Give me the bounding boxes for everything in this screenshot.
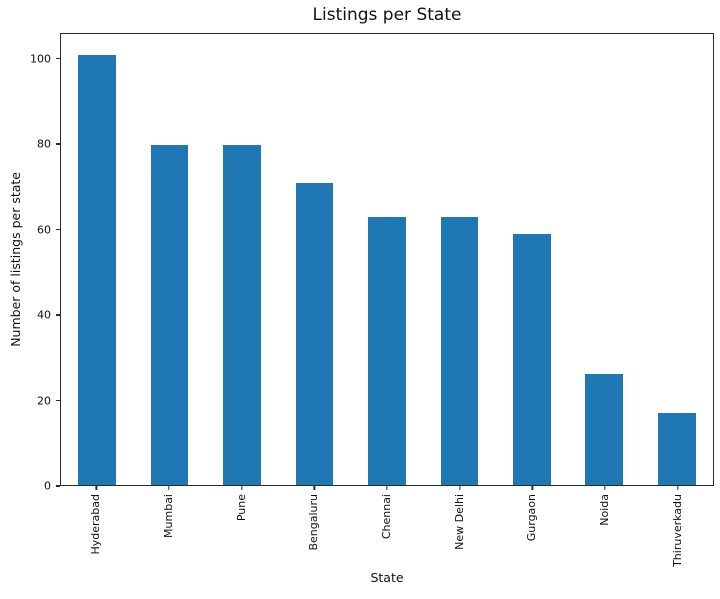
y-tick-mark-20 [56,399,60,402]
x-tick-mark-chennai [386,486,388,490]
bar-hyderabad [78,55,117,485]
bar-slot-chennai [351,34,423,485]
x-tick-label-noida: Noida [597,494,611,526]
y-tick-mark-60 [56,228,60,231]
bar-slot-pune [206,34,278,485]
x-tick-mark-new-delhi [459,486,461,490]
y-tick-mark-100 [56,58,60,60]
bar-thiruverkadu [657,412,696,485]
x-tick-mark-mumbai [168,486,170,490]
x-tick-label-gurgaon: Gurgaon [525,494,539,542]
x-tick-labels: Hyderabad Mumbai Pune Bengaluru Chennai New D… [60,494,714,574]
bars-container [61,34,713,485]
bar-slot-gurgaon [496,34,568,485]
y-tick-label-0: 0 [44,479,51,493]
x-tick-label-new-delhi: New Delhi [452,494,466,550]
y-tick-label-100: 100 [30,52,51,66]
x-tick-label-pune: Pune [234,494,248,522]
x-tick-label-thiruverkadu: Thiruverkadu [670,494,684,567]
y-tick-label-20: 20 [37,394,51,408]
x-tick-mark-noida [604,486,606,490]
bar-new-delhi [440,216,479,485]
x-tick-label-hyderabad: Hyderabad [89,494,103,555]
y-tick-label-80: 80 [37,137,51,151]
bar-gurgaon [513,233,551,485]
y-tick-label-60: 60 [37,223,51,237]
plot-area [60,33,714,486]
x-axis [60,486,714,492]
x-tick-label-chennai: Chennai [379,494,393,540]
chart-title: Listings per State [312,5,462,25]
y-tick-mark-80 [56,143,60,145]
y-tick-mark-40 [56,314,60,316]
x-tick-mark-hyderabad [95,486,97,490]
x-axis-label: State [370,570,404,585]
bar-slot-mumbai [133,34,205,485]
bar-slot-new-delhi [423,34,495,485]
x-tick-label-mumbai: Mumbai [161,494,175,538]
bar-pune [223,144,261,485]
y-tick-mark-0 [56,485,60,487]
x-tick-mark-gurgaon [531,486,533,490]
bar-bengaluru [295,182,334,485]
bar-mumbai [150,144,189,485]
bar-slot-hyderabad [61,34,133,485]
x-tick-mark-thiruverkadu [677,486,679,490]
y-axis: 0 20 40 60 80 100 [0,33,60,492]
x-tick-mark-bengaluru [313,486,315,490]
x-tick-mark-pune [241,486,243,490]
bar-slot-noida [568,34,640,485]
bar-noida [585,374,624,485]
y-tick-label-40: 40 [37,308,51,322]
x-tick-label-bengaluru: Bengaluru [307,494,321,551]
bar-slot-bengaluru [278,34,350,485]
bar-chennai [368,216,406,485]
bar-slot-thiruverkadu [641,34,713,485]
